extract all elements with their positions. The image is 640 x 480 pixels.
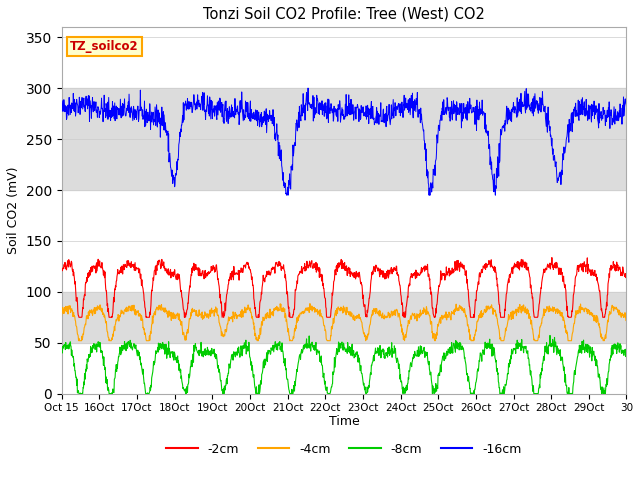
Y-axis label: Soil CO2 (mV): Soil CO2 (mV) <box>7 167 20 254</box>
Title: Tonzi Soil CO2 Profile: Tree (West) CO2: Tonzi Soil CO2 Profile: Tree (West) CO2 <box>203 7 485 22</box>
Text: TZ_soilco2: TZ_soilco2 <box>70 40 139 53</box>
Legend: -2cm, -4cm, -8cm, -16cm: -2cm, -4cm, -8cm, -16cm <box>161 438 527 461</box>
X-axis label: Time: Time <box>329 415 360 428</box>
Bar <box>61 88 627 190</box>
Bar <box>61 292 627 343</box>
